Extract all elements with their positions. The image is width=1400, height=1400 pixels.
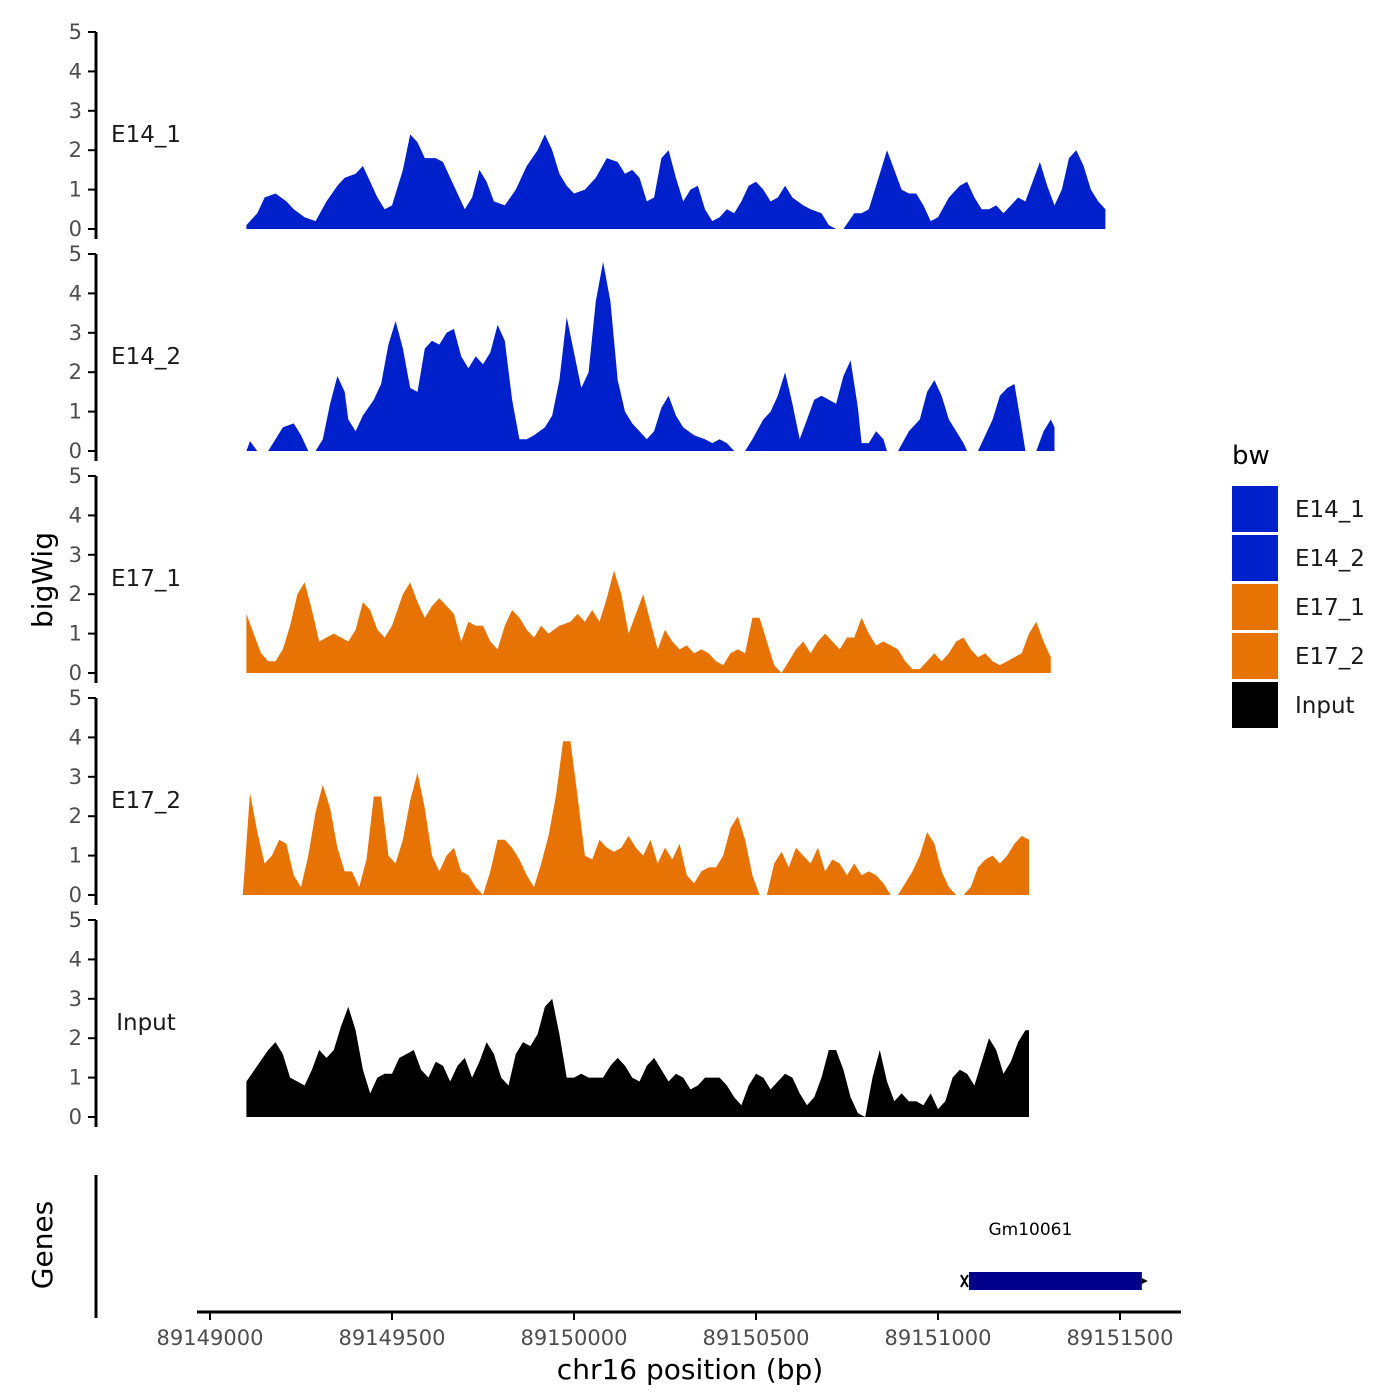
y-tick-label: 4 (69, 281, 82, 305)
signal-area-Input (246, 998, 1029, 1117)
track-E14_1: 0 1 2 3 4 5 E14_1 (69, 20, 1106, 241)
track-E17_1: 0 1 2 3 4 5 E17_1 (69, 464, 1051, 685)
track-label: E17_1 (111, 566, 181, 592)
x-axis-title: chr16 position (bp) (557, 1353, 823, 1386)
legend-items: E14_1 E14_2 E17_1 E17_2 Input (1232, 486, 1365, 728)
legend-item-E14_2: E14_2 (1232, 535, 1365, 581)
y-tick-label: 1 (69, 1066, 82, 1090)
signal-area-E14_2 (246, 261, 1055, 451)
x-tick-label: 89151000 (885, 1326, 992, 1350)
x-axis: 89149000 89149500 89150000 89150500 89151000… (157, 1310, 1181, 1386)
y-tick-label: 2 (69, 138, 82, 162)
legend-label: E17_1 (1295, 595, 1365, 621)
y-tick-label: 3 (69, 321, 82, 345)
y-tick-label: 1 (69, 844, 82, 868)
legend-swatch (1232, 584, 1278, 630)
gene-body (968, 1272, 1142, 1290)
y-tick-label: 4 (69, 503, 82, 527)
gene-label: Gm10061 (988, 1220, 1072, 1240)
x-tick-label: 89149500 (339, 1326, 446, 1350)
y-tick-label: 5 (69, 686, 82, 710)
y-tick-label: 1 (69, 400, 82, 424)
track-label: E14_2 (111, 344, 181, 370)
y-tick-label: 2 (69, 582, 82, 606)
legend-item-E14_1: E14_1 (1232, 486, 1365, 532)
y-tick-label: 5 (69, 20, 82, 44)
y-tick-label: 4 (69, 725, 82, 749)
legend-swatch (1232, 682, 1278, 728)
y-tick-label: 2 (69, 1026, 82, 1050)
legend-title: bw (1232, 441, 1270, 471)
gene-start-marker (960, 1274, 969, 1288)
x-tick-label: 89149000 (157, 1326, 264, 1350)
y-tick-label: 0 (69, 439, 82, 463)
gene-strand-arrow (1141, 1278, 1148, 1284)
signal-area-E14_1 (246, 134, 1106, 229)
gene-track: Genes Gm10061 (26, 1175, 1148, 1318)
y-axis-title: bigWig (26, 532, 59, 628)
y-tick-label: 3 (69, 987, 82, 1011)
gene-models: Gm10061 (960, 1220, 1148, 1290)
gene-track-title: Genes (26, 1201, 59, 1289)
track-E17_2: 0 1 2 3 4 5 E17_2 (69, 686, 1030, 907)
track-label: E17_2 (111, 788, 181, 814)
y-tick-label: 0 (69, 883, 82, 907)
y-tick-label: 2 (69, 360, 82, 384)
y-tick-label: 3 (69, 765, 82, 789)
x-tick-label: 89150500 (703, 1326, 810, 1350)
y-tick-label: 3 (69, 543, 82, 567)
y-tick-label: 5 (69, 908, 82, 932)
legend-item-Input: Input (1232, 682, 1355, 728)
y-tick-label: 0 (69, 217, 82, 241)
legend-label: E17_2 (1295, 644, 1365, 670)
y-tick-label: 2 (69, 804, 82, 828)
gene-Gm10061: Gm10061 (960, 1220, 1148, 1290)
y-tick-label: 0 (69, 1105, 82, 1129)
y-tick-label: 0 (69, 661, 82, 685)
track-E14_2: 0 1 2 3 4 5 E14_2 (69, 242, 1055, 463)
y-tick-label: 4 (69, 59, 82, 83)
legend-swatch (1232, 535, 1278, 581)
legend: bw E14_1 E14_2 E17_1 E17_2 Input (1232, 441, 1365, 728)
track-Input: 0 1 2 3 4 5 Input (69, 908, 1029, 1129)
track-label: Input (116, 1010, 176, 1036)
legend-label: E14_1 (1295, 497, 1365, 523)
track-label: E14_1 (111, 122, 181, 148)
signal-area-E17_2 (242, 741, 1030, 895)
y-tick-label: 5 (69, 242, 82, 266)
y-tick-label: 1 (69, 622, 82, 646)
legend-swatch (1232, 633, 1278, 679)
y-tick-label: 1 (69, 178, 82, 202)
legend-label: Input (1295, 693, 1355, 719)
signal-tracks: 0 1 2 3 4 5 E14_1 0 1 2 3 4 5 E14_2 0 1 2 3 4 5 E17_1 0 1 2 3 4 5 E… (69, 20, 1106, 1129)
legend-label: E14_2 (1295, 546, 1365, 572)
x-tick-label: 89151500 (1067, 1326, 1174, 1350)
x-tick-label: 89150000 (521, 1326, 628, 1350)
legend-swatch (1232, 486, 1278, 532)
x-axis-ticks: 89149000 89149500 89150000 89150500 89151000… (157, 1312, 1174, 1350)
legend-item-E17_2: E17_2 (1232, 633, 1365, 679)
y-tick-label: 3 (69, 99, 82, 123)
signal-area-E17_1 (246, 570, 1051, 673)
y-tick-label: 5 (69, 464, 82, 488)
legend-item-E17_1: E17_1 (1232, 584, 1365, 630)
y-tick-label: 4 (69, 947, 82, 971)
